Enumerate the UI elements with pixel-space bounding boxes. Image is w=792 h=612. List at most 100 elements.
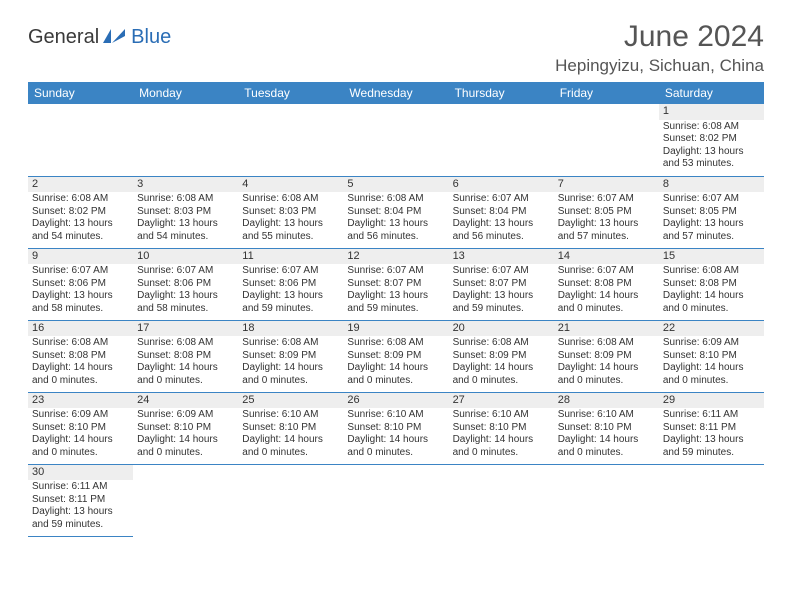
daylight-line: Daylight: 13 hours and 54 minutes. [32,218,129,243]
sunrise-line: Sunrise: 6:08 AM [137,337,234,350]
calendar-cell: 24Sunrise: 6:09 AMSunset: 8:10 PMDayligh… [133,392,238,464]
sunset-line: Sunset: 8:10 PM [347,422,444,435]
sunrise-line: Sunrise: 6:09 AM [137,409,234,422]
daylight-line: Daylight: 14 hours and 0 minutes. [32,434,129,459]
daylight-line: Daylight: 13 hours and 58 minutes. [137,290,234,315]
sunrise-line: Sunrise: 6:07 AM [558,265,655,278]
sunset-line: Sunset: 8:10 PM [453,422,550,435]
sunrise-line: Sunrise: 6:10 AM [558,409,655,422]
logo: General Blue [28,20,171,49]
sunrise-line: Sunrise: 6:08 AM [453,337,550,350]
day-number: 26 [343,393,448,409]
calendar-cell: 8Sunrise: 6:07 AMSunset: 8:05 PMDaylight… [659,176,764,248]
daylight-line: Daylight: 14 hours and 0 minutes. [32,362,129,387]
daylight-line: Daylight: 13 hours and 59 minutes. [663,434,760,459]
calendar-cell: 26Sunrise: 6:10 AMSunset: 8:10 PMDayligh… [343,392,448,464]
day-number: 2 [28,177,133,193]
sunset-line: Sunset: 8:09 PM [242,350,339,363]
day-number: 12 [343,249,448,265]
sunset-line: Sunset: 8:03 PM [242,206,339,219]
calendar-cell: 4Sunrise: 6:08 AMSunset: 8:03 PMDaylight… [238,176,343,248]
sunrise-line: Sunrise: 6:08 AM [137,193,234,206]
sunrise-line: Sunrise: 6:10 AM [347,409,444,422]
weekday-header: Sunday [28,82,133,104]
sunrise-line: Sunrise: 6:11 AM [663,409,760,422]
sunrise-line: Sunrise: 6:07 AM [32,265,129,278]
daylight-line: Daylight: 14 hours and 0 minutes. [137,434,234,459]
calendar-cell: 5Sunrise: 6:08 AMSunset: 8:04 PMDaylight… [343,176,448,248]
sunset-line: Sunset: 8:10 PM [558,422,655,435]
logo-text-general: General [28,26,99,49]
day-number: 5 [343,177,448,193]
calendar-cell: 15Sunrise: 6:08 AMSunset: 8:08 PMDayligh… [659,248,764,320]
sunrise-line: Sunrise: 6:08 AM [242,337,339,350]
calendar-cell: 12Sunrise: 6:07 AMSunset: 8:07 PMDayligh… [343,248,448,320]
daylight-line: Daylight: 14 hours and 0 minutes. [558,290,655,315]
calendar-cell: 7Sunrise: 6:07 AMSunset: 8:05 PMDaylight… [554,176,659,248]
calendar-cell-empty [133,104,238,176]
day-number: 14 [554,249,659,265]
calendar-cell: 21Sunrise: 6:08 AMSunset: 8:09 PMDayligh… [554,320,659,392]
daylight-line: Daylight: 14 hours and 0 minutes. [242,362,339,387]
daylight-line: Daylight: 13 hours and 59 minutes. [453,290,550,315]
sunset-line: Sunset: 8:10 PM [32,422,129,435]
sunset-line: Sunset: 8:06 PM [242,278,339,291]
calendar-cell-empty [449,464,554,536]
weekday-header: Wednesday [343,82,448,104]
sunset-line: Sunset: 8:08 PM [663,278,760,291]
calendar-row: 2Sunrise: 6:08 AMSunset: 8:02 PMDaylight… [28,176,764,248]
sunrise-line: Sunrise: 6:08 AM [558,337,655,350]
sunrise-line: Sunrise: 6:08 AM [242,193,339,206]
weekday-header: Thursday [449,82,554,104]
daylight-line: Daylight: 14 hours and 0 minutes. [242,434,339,459]
logo-text-blue: Blue [131,26,171,49]
title-block: June 2024 Hepingyizu, Sichuan, China [555,20,764,76]
day-number: 7 [554,177,659,193]
sunset-line: Sunset: 8:08 PM [137,350,234,363]
day-number: 16 [28,321,133,337]
daylight-line: Daylight: 13 hours and 57 minutes. [663,218,760,243]
calendar-cell-empty [133,464,238,536]
daylight-line: Daylight: 13 hours and 59 minutes. [347,290,444,315]
sunset-line: Sunset: 8:07 PM [453,278,550,291]
daylight-line: Daylight: 14 hours and 0 minutes. [347,362,444,387]
weekday-header: Friday [554,82,659,104]
daylight-line: Daylight: 13 hours and 59 minutes. [32,506,129,531]
day-number: 20 [449,321,554,337]
daylight-line: Daylight: 14 hours and 0 minutes. [558,434,655,459]
sunset-line: Sunset: 8:11 PM [663,422,760,435]
sunrise-line: Sunrise: 6:08 AM [347,193,444,206]
daylight-line: Daylight: 14 hours and 0 minutes. [663,362,760,387]
day-number: 17 [133,321,238,337]
calendar-cell: 18Sunrise: 6:08 AMSunset: 8:09 PMDayligh… [238,320,343,392]
daylight-line: Daylight: 13 hours and 53 minutes. [663,146,760,171]
sunrise-line: Sunrise: 6:10 AM [242,409,339,422]
calendar-cell: 28Sunrise: 6:10 AMSunset: 8:10 PMDayligh… [554,392,659,464]
calendar-cell: 27Sunrise: 6:10 AMSunset: 8:10 PMDayligh… [449,392,554,464]
calendar-row: 30Sunrise: 6:11 AMSunset: 8:11 PMDayligh… [28,464,764,536]
calendar-cell-empty [238,464,343,536]
weekday-header: Tuesday [238,82,343,104]
sunset-line: Sunset: 8:06 PM [32,278,129,291]
calendar-cell-empty [28,104,133,176]
sunrise-line: Sunrise: 6:11 AM [32,481,129,494]
weekday-header: Saturday [659,82,764,104]
calendar-cell-empty [659,464,764,536]
calendar-cell: 30Sunrise: 6:11 AMSunset: 8:11 PMDayligh… [28,464,133,536]
daylight-line: Daylight: 13 hours and 57 minutes. [558,218,655,243]
calendar-cell: 6Sunrise: 6:07 AMSunset: 8:04 PMDaylight… [449,176,554,248]
sunrise-line: Sunrise: 6:08 AM [32,337,129,350]
calendar-cell: 2Sunrise: 6:08 AMSunset: 8:02 PMDaylight… [28,176,133,248]
sunset-line: Sunset: 8:10 PM [137,422,234,435]
calendar-cell-empty [238,104,343,176]
daylight-line: Daylight: 14 hours and 0 minutes. [453,434,550,459]
calendar-cell: 23Sunrise: 6:09 AMSunset: 8:10 PMDayligh… [28,392,133,464]
sunset-line: Sunset: 8:11 PM [32,494,129,507]
day-number: 28 [554,393,659,409]
day-number: 11 [238,249,343,265]
sunrise-line: Sunrise: 6:07 AM [347,265,444,278]
day-number: 18 [238,321,343,337]
sunrise-line: Sunrise: 6:08 AM [347,337,444,350]
sunrise-line: Sunrise: 6:07 AM [558,193,655,206]
daylight-line: Daylight: 14 hours and 0 minutes. [558,362,655,387]
